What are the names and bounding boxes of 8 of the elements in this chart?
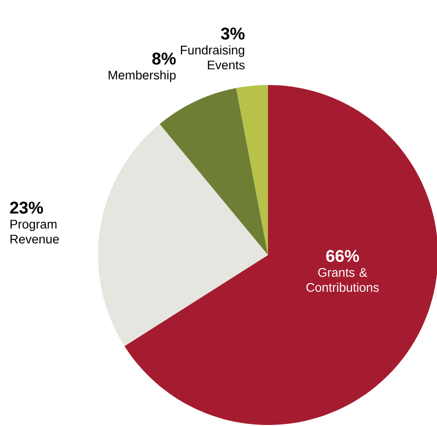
data-label: 8% <box>152 52 176 65</box>
slice-label: Membership <box>108 70 176 82</box>
slice-label: Grants & Contributions <box>306 268 379 292</box>
slice-label: Fundraising Events <box>180 45 245 70</box>
data-label: 23% <box>10 202 43 214</box>
data-label: 3% <box>220 28 245 40</box>
data-label: 66% <box>326 250 360 262</box>
slice-label: Program Revenue <box>10 220 59 244</box>
